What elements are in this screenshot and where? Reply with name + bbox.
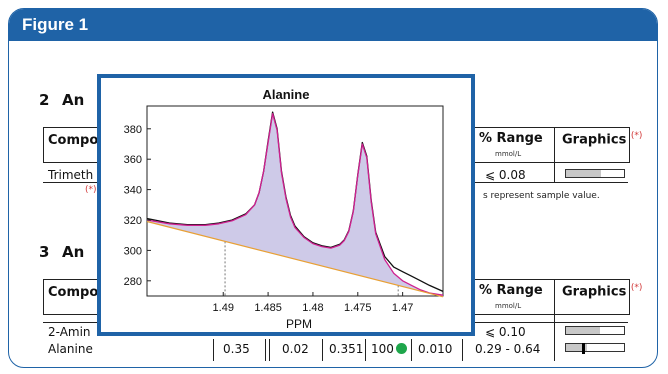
- table-2-divider: [554, 127, 555, 182]
- section-3-title: An: [62, 243, 85, 261]
- integration-bounds: [224, 241, 399, 296]
- spectrum-series: [146, 111, 444, 298]
- table-3-row-1-range: ⩽ 0.10: [485, 325, 526, 339]
- alanine-chart-window: 280 300 320 340 360 380 1.49 1.485 1.48 1.475 1.4…: [97, 74, 475, 336]
- table-3-row-2-v2: 0.02: [282, 342, 309, 356]
- table-3-divider: [554, 279, 555, 361]
- x-tick-label: 1.49: [213, 302, 234, 314]
- range-fill: [566, 170, 601, 177]
- col-divider: [269, 339, 270, 361]
- y-axis: 280 300 320 340 360 380: [124, 124, 151, 288]
- col-divider: [411, 339, 412, 361]
- table-3-col-range: % Range: [479, 283, 543, 298]
- y-tick-label: 320: [124, 215, 142, 227]
- table-3-row-2-name: Alanine: [48, 342, 93, 356]
- y-tick-label: 380: [124, 124, 142, 136]
- plot-area: [146, 105, 444, 297]
- sample-value-marker: [582, 343, 586, 354]
- x-tick-label: 1.475: [344, 302, 372, 314]
- peak-area-fill: [147, 113, 443, 297]
- section-2-number: 2: [39, 91, 50, 109]
- table-2-note-star: (*): [85, 185, 97, 195]
- series-line-2: [146, 220, 444, 298]
- table-3-row-2-range: 0.29 - 0.64: [475, 342, 541, 356]
- table-3-row-2-v5: 0.010: [418, 342, 453, 356]
- col-divider: [213, 339, 214, 361]
- table-2-note: s represent sample value.: [483, 191, 600, 201]
- y-tick-label: 280: [124, 276, 142, 288]
- table-3-col-graphics: Graphics (*): [562, 283, 643, 300]
- col-divider: [462, 339, 463, 361]
- table-2-row-1-range: ⩽ 0.08: [485, 168, 526, 182]
- x-tick-label: 1.485: [254, 302, 282, 314]
- x-tick-label: 1.47: [392, 302, 413, 314]
- table-2-row-1-graphic: [565, 169, 625, 178]
- table-3-col-compound: Compo: [48, 285, 99, 300]
- status-ok-icon: [396, 343, 407, 354]
- series-line-1: [146, 112, 444, 296]
- figure-title: Figure 1: [22, 15, 89, 34]
- y-tick-label: 340: [124, 185, 142, 197]
- table-2-col-range-unit: mmol/L: [495, 150, 522, 158]
- table-3-row-2-v4: 100: [371, 342, 394, 356]
- x-axis-label: PPM: [286, 317, 312, 331]
- table-3-col-range-unit: mmol/L: [495, 302, 522, 310]
- table-2-col-compound: Compo: [48, 133, 99, 148]
- table-3-row-2-graphic: [565, 343, 625, 354]
- section-3-number: 3: [39, 243, 50, 261]
- table-2-col-graphics: Graphics (*): [562, 131, 643, 148]
- col-divider: [365, 339, 366, 361]
- table-3-row-2-v1: 0.35: [223, 342, 250, 356]
- table-2-col-range: % Range: [479, 131, 543, 146]
- y-tick-label: 360: [124, 154, 142, 166]
- section-2-title: An: [62, 91, 85, 109]
- table-3-row-1-graphic: [565, 326, 625, 335]
- range-fill: [566, 344, 587, 351]
- x-axis: 1.49 1.485 1.48 1.475 1.47: [213, 292, 413, 314]
- chart-title: Alanine: [263, 87, 310, 102]
- y-tick-label: 300: [124, 245, 142, 257]
- table-3-row-2-v3: 0.351: [329, 342, 364, 356]
- col-divider: [322, 339, 323, 361]
- range-fill: [566, 327, 600, 334]
- card-header: Figure 1: [9, 9, 657, 41]
- col-divider: [265, 339, 266, 361]
- table-2-row-1-name: Trimeth: [48, 168, 94, 182]
- x-tick-label: 1.48: [302, 302, 323, 314]
- table-3-row-1-name: 2-Amin: [48, 325, 91, 339]
